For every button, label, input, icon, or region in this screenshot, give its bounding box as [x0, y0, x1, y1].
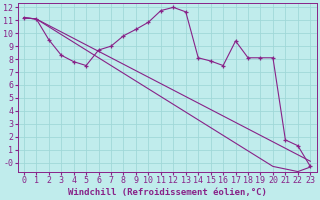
X-axis label: Windchill (Refroidissement éolien,°C): Windchill (Refroidissement éolien,°C) [68, 188, 267, 197]
